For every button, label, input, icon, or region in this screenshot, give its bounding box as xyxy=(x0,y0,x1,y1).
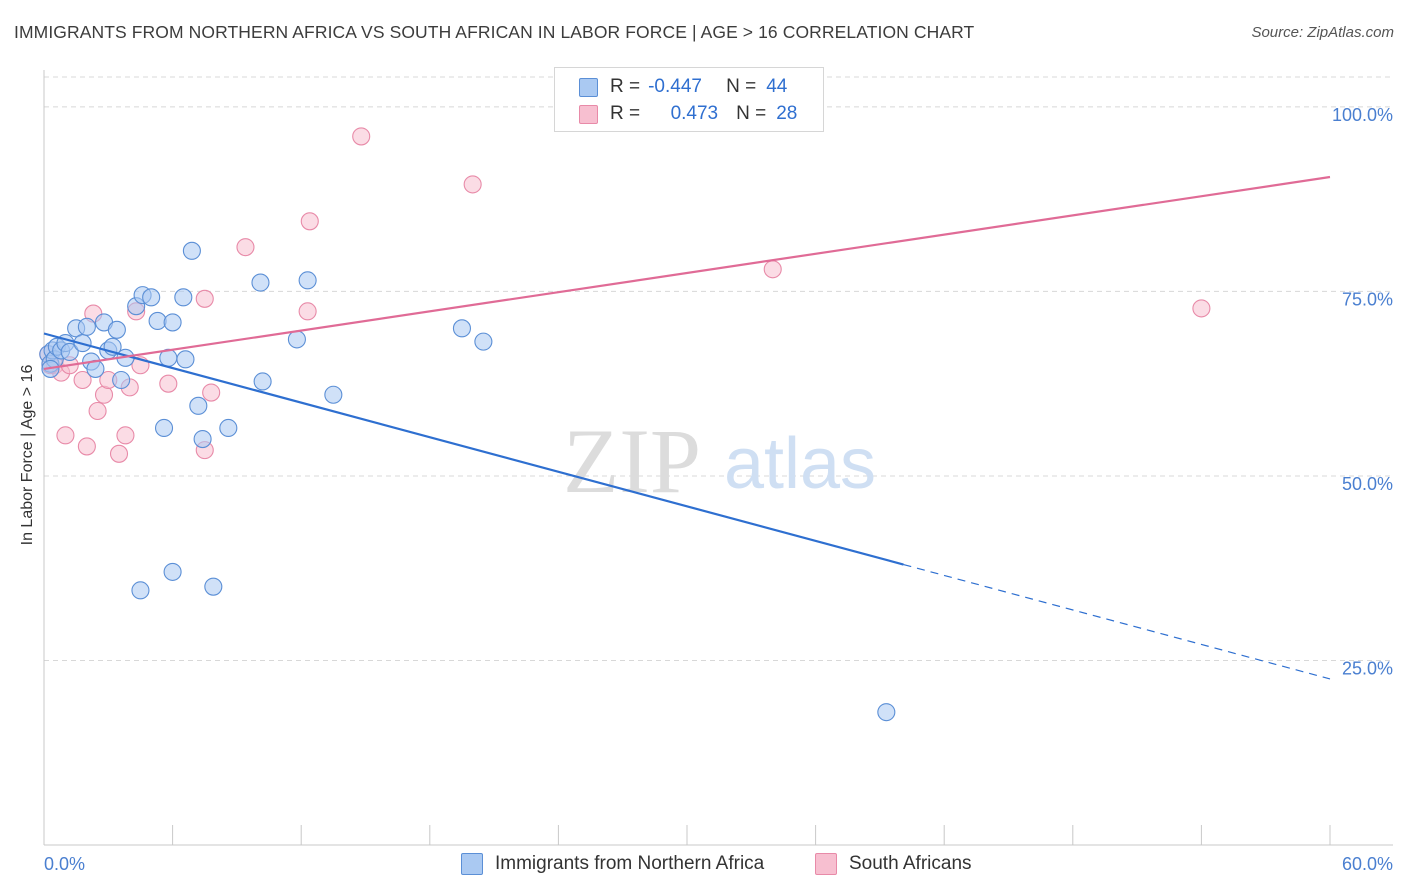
y-tick-label: 100.0% xyxy=(1332,105,1393,125)
point-south-africans xyxy=(463,175,482,194)
legend-r-value: -0.447 xyxy=(648,76,702,97)
legend-r-label: R = xyxy=(610,103,641,124)
point-northern-africa xyxy=(60,342,79,362)
x-tick-label: 60.0% xyxy=(1342,854,1393,874)
axes xyxy=(43,70,1393,846)
trend-lines xyxy=(43,175,1331,680)
bottom-legend-swatch-pink xyxy=(815,853,837,875)
bottom-legend-south-africans: South Africans xyxy=(815,851,972,877)
point-northern-africa xyxy=(474,332,493,351)
point-south-africans xyxy=(300,212,319,231)
point-northern-africa xyxy=(253,372,272,391)
trend-line-south-africans xyxy=(43,175,1331,371)
point-south-africans xyxy=(159,374,178,393)
watermark-zip: ZIP xyxy=(563,410,701,512)
chart-title: IMMIGRANTS FROM NORTHERN AFRICA VS SOUTH… xyxy=(14,22,975,42)
legend-row-south-africans: R = 0.473 N = 28 xyxy=(579,101,797,127)
point-south-africans xyxy=(109,444,129,463)
point-northern-africa xyxy=(251,273,270,292)
point-south-africans xyxy=(195,289,214,308)
bottom-legend-label-blue: Immigrants from Northern Africa xyxy=(495,853,765,874)
point-south-africans xyxy=(352,127,371,146)
source-label: Source: ZipAtlas.com xyxy=(1251,24,1394,41)
point-northern-africa xyxy=(193,429,212,449)
legend-r-label: R = xyxy=(610,76,641,97)
point-south-africans xyxy=(116,426,135,445)
bottom-legend-swatch-blue xyxy=(461,853,483,875)
legend-n-label: N = xyxy=(736,103,767,124)
point-south-africans xyxy=(236,238,255,257)
point-northern-africa xyxy=(324,385,343,404)
point-northern-africa xyxy=(107,320,126,339)
point-northern-africa xyxy=(163,562,182,581)
point-northern-africa xyxy=(182,241,201,260)
point-south-africans xyxy=(88,401,107,421)
tick-labels: 100.0% 75.0% 50.0% 25.0% 0.0% 60.0% xyxy=(44,105,1393,874)
point-south-africans xyxy=(73,370,92,390)
point-northern-africa xyxy=(204,577,223,596)
point-northern-africa xyxy=(189,396,208,415)
legend-row-northern-africa: R = -0.447 N = 44 xyxy=(579,74,787,100)
gridlines xyxy=(44,76,1393,661)
bottom-legend-northern-africa: Immigrants from Northern Africa xyxy=(461,851,764,877)
bottom-legend-label-pink: South Africans xyxy=(849,853,972,874)
legend-swatch-pink xyxy=(579,104,598,124)
trend-line-northern-africa-dashed xyxy=(903,563,1331,680)
watermark-atlas: atlas xyxy=(724,424,876,504)
point-northern-africa xyxy=(174,288,193,307)
y-tick-label: 25.0% xyxy=(1342,658,1393,678)
point-northern-africa xyxy=(148,311,167,331)
point-south-africans xyxy=(77,437,96,456)
point-northern-africa xyxy=(131,581,150,600)
y-tick-label: 75.0% xyxy=(1342,289,1393,309)
point-northern-africa xyxy=(142,288,161,307)
point-south-africans xyxy=(202,383,221,402)
legend-swatch-blue xyxy=(579,77,598,97)
point-northern-africa xyxy=(154,418,174,438)
point-northern-africa xyxy=(452,319,472,338)
point-northern-africa xyxy=(163,313,182,332)
point-northern-africa xyxy=(77,317,96,336)
point-northern-africa xyxy=(877,703,896,722)
point-northern-africa xyxy=(176,350,195,369)
legend-n-value: 28 xyxy=(776,103,798,124)
trend-line-northern-africa xyxy=(43,332,904,566)
legend-n-label: N = xyxy=(726,76,757,97)
x-tick-label: 0.0% xyxy=(44,854,85,874)
point-northern-africa xyxy=(298,271,317,290)
point-south-africans xyxy=(298,302,317,321)
point-south-africans xyxy=(1192,299,1211,318)
point-south-africans xyxy=(56,426,75,445)
legend-r-value: 0.473 xyxy=(670,103,719,124)
point-northern-africa xyxy=(112,370,131,390)
watermark: ZIP atlas xyxy=(563,410,876,512)
stats-legend: R = -0.447 N = 44 R = 0.473 N = 28 xyxy=(554,67,824,132)
point-northern-africa xyxy=(287,330,306,349)
point-northern-africa xyxy=(219,418,238,438)
legend-n-value: 44 xyxy=(766,76,788,97)
point-south-africans xyxy=(763,260,782,279)
y-tick-label: 50.0% xyxy=(1342,474,1393,494)
